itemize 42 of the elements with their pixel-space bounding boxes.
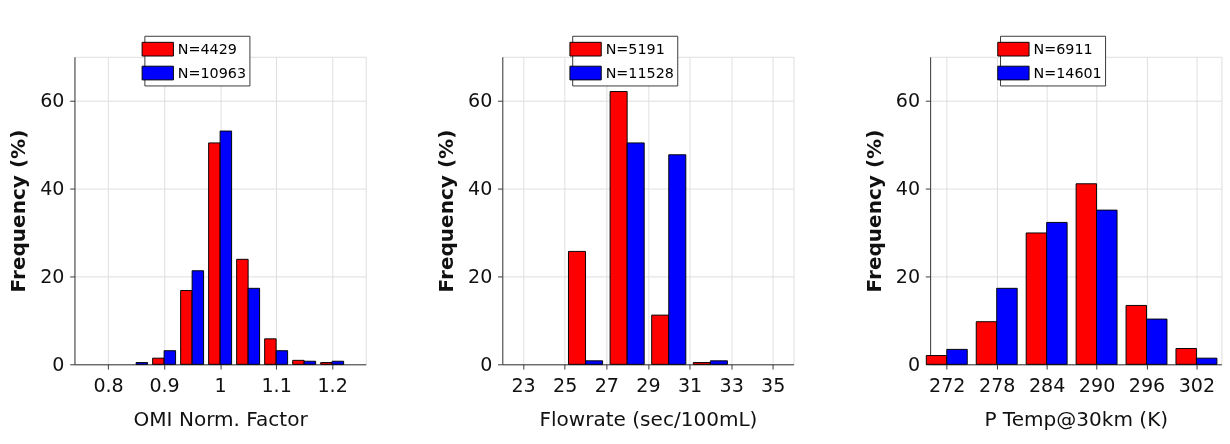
x-tick-label: 1.1 — [261, 374, 292, 398]
x-tick-label: 1 — [214, 374, 227, 398]
x-axis-title: P Temp@30km (K) — [984, 406, 1169, 431]
y-tick-label: 60 — [40, 88, 65, 112]
y-axis-title: Frequency (%) — [433, 129, 458, 293]
legend-label: N=6911 — [1033, 40, 1093, 57]
legend-label: N=5191 — [605, 40, 665, 57]
y-tick-label: 40 — [40, 176, 65, 200]
x-tick-label: 0.9 — [149, 374, 180, 398]
legend-label: N=11528 — [605, 64, 674, 81]
x-tick-label: 25 — [553, 374, 578, 398]
y-tick-label: 20 — [895, 264, 921, 288]
x-tick-label: 272 — [929, 374, 966, 398]
y-tick-label: 40 — [468, 176, 493, 200]
x-tick-label: 31 — [677, 374, 703, 398]
legend-label: N=4429 — [177, 40, 237, 57]
legend-label: N=14601 — [1033, 64, 1102, 81]
x-tick-label: 33 — [719, 374, 744, 398]
y-axis-title: Frequency (%) — [5, 129, 30, 293]
x-tick-label: 35 — [761, 374, 786, 398]
x-tick-label: 290 — [1078, 374, 1116, 398]
x-tick-label: 296 — [1128, 374, 1166, 398]
y-tick-label: 0 — [907, 352, 921, 376]
y-axis-title: Frequency (%) — [861, 129, 886, 293]
y-tick-label: 0 — [52, 352, 65, 376]
x-tick-label: 23 — [511, 374, 536, 398]
y-tick-label: 40 — [895, 176, 921, 200]
x-tick-label: 29 — [636, 374, 661, 398]
x-tick-label: 1.2 — [317, 374, 348, 398]
x-tick-label: 27 — [594, 374, 619, 398]
y-tick-label: 0 — [480, 352, 493, 376]
x-axis-title: OMI Norm. Factor — [133, 406, 309, 431]
x-tick-label: 278 — [978, 374, 1016, 398]
y-tick-label: 60 — [468, 88, 493, 112]
x-tick-label: 284 — [1028, 374, 1066, 398]
x-tick-label: 302 — [1178, 374, 1216, 398]
x-axis-title: Flowrate (sec/100mL) — [539, 406, 758, 431]
y-tick-label: 60 — [895, 88, 921, 112]
x-tick-label: 0.8 — [93, 374, 124, 398]
y-tick-label: 20 — [468, 264, 493, 288]
legend-label: N=10963 — [177, 64, 247, 81]
y-tick-label: 20 — [40, 264, 65, 288]
